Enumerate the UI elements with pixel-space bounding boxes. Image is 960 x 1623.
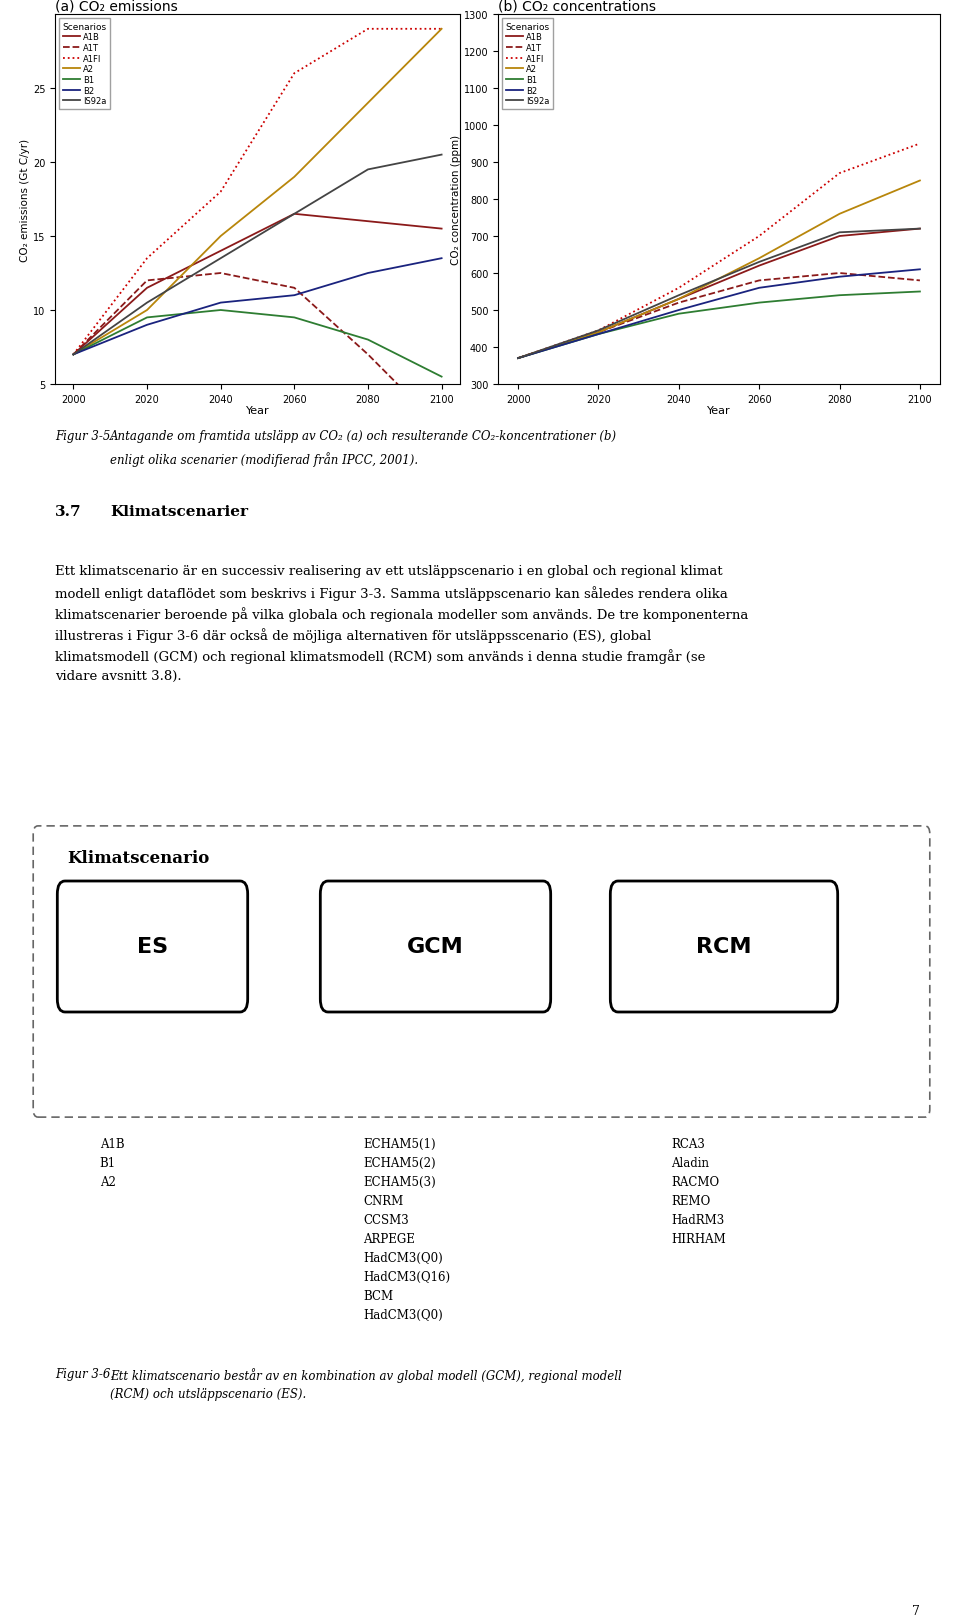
Y-axis label: CO₂ emissions (Gt C/yr): CO₂ emissions (Gt C/yr) bbox=[20, 138, 30, 261]
Text: HadCM3(Q16): HadCM3(Q16) bbox=[364, 1271, 450, 1284]
Text: RACMO: RACMO bbox=[671, 1175, 719, 1188]
Text: 7: 7 bbox=[912, 1604, 920, 1617]
Text: (b) CO₂ concentrations: (b) CO₂ concentrations bbox=[498, 0, 656, 15]
Text: HadRM3: HadRM3 bbox=[671, 1214, 725, 1227]
Text: vidare avsnitt 3.8).: vidare avsnitt 3.8). bbox=[55, 670, 181, 683]
Text: Klimatscenarier: Klimatscenarier bbox=[110, 505, 248, 519]
Text: Ett klimatscenario är en successiv realisering av ett utsläppscenario i en globa: Ett klimatscenario är en successiv reali… bbox=[55, 565, 723, 578]
Text: HadCM3(Q0): HadCM3(Q0) bbox=[364, 1251, 444, 1264]
Text: Figur 3-5.: Figur 3-5. bbox=[55, 430, 114, 443]
Text: RCA3: RCA3 bbox=[671, 1138, 705, 1151]
X-axis label: Year: Year bbox=[246, 406, 270, 415]
Text: BCM: BCM bbox=[364, 1289, 394, 1302]
Y-axis label: CO₂ concentration (ppm): CO₂ concentration (ppm) bbox=[451, 135, 461, 265]
Text: enligt olika scenarier (modifierad från IPCC, 2001).: enligt olika scenarier (modifierad från … bbox=[110, 451, 419, 466]
Text: HIRHAM: HIRHAM bbox=[671, 1232, 726, 1245]
Text: GCM: GCM bbox=[407, 936, 464, 958]
Legend: A1B, A1T, A1FI, A2, B1, B2, IS92a: A1B, A1T, A1FI, A2, B1, B2, IS92a bbox=[502, 19, 553, 109]
Text: CNRM: CNRM bbox=[364, 1195, 404, 1208]
Text: ECHAM5(1): ECHAM5(1) bbox=[364, 1138, 436, 1151]
Text: B1: B1 bbox=[100, 1156, 116, 1169]
Text: illustreras i Figur 3-6 där också de möjliga alternativen för utsläppsscenario (: illustreras i Figur 3-6 där också de möj… bbox=[55, 628, 651, 643]
Text: RCM: RCM bbox=[696, 936, 752, 958]
Legend: A1B, A1T, A1FI, A2, B1, B2, IS92a: A1B, A1T, A1FI, A2, B1, B2, IS92a bbox=[60, 19, 110, 109]
Text: klimatsmodell (GCM) och regional klimatsmodell (RCM) som används i denna studie : klimatsmodell (GCM) och regional klimats… bbox=[55, 649, 706, 664]
Text: Aladin: Aladin bbox=[671, 1156, 709, 1169]
Text: ES: ES bbox=[137, 936, 168, 958]
Text: A2: A2 bbox=[100, 1175, 115, 1188]
Text: Antagande om framtida utsläpp av CO₂ (a) och resulterande CO₂-koncentrationer (b: Antagande om framtida utsläpp av CO₂ (a)… bbox=[110, 430, 617, 443]
Text: klimatscenarier beroende på vilka globala och regionala modeller som används. De: klimatscenarier beroende på vilka global… bbox=[55, 607, 749, 622]
Text: (a) CO₂ emissions: (a) CO₂ emissions bbox=[55, 0, 178, 15]
Text: REMO: REMO bbox=[671, 1195, 710, 1208]
Text: ARPEGE: ARPEGE bbox=[364, 1232, 416, 1245]
Text: HadCM3(Q0): HadCM3(Q0) bbox=[364, 1308, 444, 1321]
Text: Klimatscenario: Klimatscenario bbox=[67, 849, 209, 867]
Text: Ett klimatscenario består av en kombination av global modell (GCM), regional mod: Ett klimatscenario består av en kombinat… bbox=[110, 1367, 622, 1383]
Text: A1B: A1B bbox=[100, 1138, 125, 1151]
Text: ECHAM5(2): ECHAM5(2) bbox=[364, 1156, 436, 1169]
Text: CCSM3: CCSM3 bbox=[364, 1214, 409, 1227]
X-axis label: Year: Year bbox=[708, 406, 731, 415]
Text: Figur 3-6.: Figur 3-6. bbox=[55, 1367, 114, 1380]
Text: modell enligt dataflödet som beskrivs i Figur 3-3. Samma utsläppscenario kan sål: modell enligt dataflödet som beskrivs i … bbox=[55, 586, 728, 601]
Text: ECHAM5(3): ECHAM5(3) bbox=[364, 1175, 436, 1188]
Text: 3.7: 3.7 bbox=[55, 505, 82, 519]
Text: (RCM) och utsläppscenario (ES).: (RCM) och utsläppscenario (ES). bbox=[110, 1388, 306, 1401]
